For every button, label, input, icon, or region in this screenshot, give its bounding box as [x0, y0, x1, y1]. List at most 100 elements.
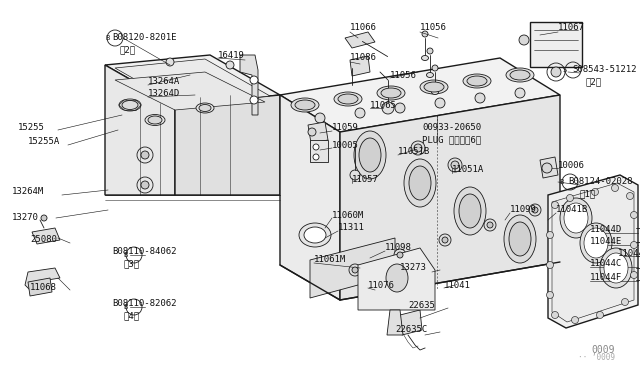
Text: （2）: （2） [585, 77, 601, 87]
Circle shape [627, 192, 634, 199]
Circle shape [308, 128, 316, 136]
Ellipse shape [359, 138, 381, 172]
Text: （3）: （3） [124, 260, 140, 269]
Circle shape [137, 147, 153, 163]
Text: 11060M: 11060M [332, 211, 364, 219]
Text: B08110-84062: B08110-84062 [112, 247, 177, 257]
Circle shape [630, 241, 637, 248]
Polygon shape [350, 56, 370, 76]
Circle shape [313, 154, 319, 160]
Ellipse shape [145, 115, 165, 125]
Circle shape [475, 93, 485, 103]
Polygon shape [552, 183, 634, 322]
Circle shape [141, 151, 149, 159]
Ellipse shape [299, 223, 331, 247]
Circle shape [532, 207, 538, 213]
Polygon shape [540, 157, 558, 178]
Polygon shape [358, 248, 435, 310]
Circle shape [137, 177, 153, 193]
Ellipse shape [604, 253, 628, 283]
Ellipse shape [432, 65, 438, 71]
Text: 13264D: 13264D [148, 90, 180, 99]
Polygon shape [175, 95, 280, 195]
Ellipse shape [295, 100, 315, 110]
Circle shape [551, 67, 561, 77]
Circle shape [547, 262, 554, 269]
Text: 25080: 25080 [30, 235, 57, 244]
Ellipse shape [459, 194, 481, 228]
Text: 11041: 11041 [444, 280, 471, 289]
Text: B: B [560, 179, 564, 185]
Text: 11061M: 11061M [314, 256, 346, 264]
Text: B: B [124, 304, 128, 310]
Circle shape [591, 189, 598, 196]
Ellipse shape [510, 70, 530, 80]
Text: （4）: （4） [124, 311, 140, 321]
Ellipse shape [422, 55, 429, 61]
Ellipse shape [304, 227, 326, 243]
Text: 13273: 13273 [400, 263, 427, 273]
Text: 15255A: 15255A [28, 138, 60, 147]
Circle shape [350, 170, 360, 180]
Circle shape [414, 144, 422, 152]
Polygon shape [105, 65, 175, 195]
Ellipse shape [291, 98, 319, 112]
Polygon shape [400, 310, 422, 335]
Text: 11044: 11044 [618, 248, 640, 257]
Circle shape [547, 231, 554, 238]
Ellipse shape [422, 31, 428, 37]
Text: S08543-51212: S08543-51212 [572, 65, 637, 74]
Circle shape [397, 252, 403, 258]
Polygon shape [308, 122, 328, 143]
Ellipse shape [338, 94, 358, 104]
Ellipse shape [504, 215, 536, 263]
Circle shape [394, 249, 406, 261]
Ellipse shape [148, 116, 162, 124]
Ellipse shape [584, 228, 608, 258]
Circle shape [349, 264, 361, 276]
Text: 11066: 11066 [350, 23, 377, 32]
Polygon shape [115, 72, 265, 110]
Circle shape [519, 35, 529, 45]
Text: 11098: 11098 [385, 244, 412, 253]
Circle shape [448, 158, 462, 172]
Text: B08124-02028: B08124-02028 [568, 177, 632, 186]
Circle shape [352, 267, 358, 273]
Circle shape [451, 161, 459, 169]
Ellipse shape [560, 198, 592, 238]
Text: 11068: 11068 [30, 283, 57, 292]
Ellipse shape [454, 187, 486, 235]
Ellipse shape [426, 73, 433, 77]
Circle shape [572, 317, 579, 324]
Text: 11056: 11056 [390, 71, 417, 80]
Circle shape [596, 311, 604, 318]
Ellipse shape [354, 131, 386, 179]
Ellipse shape [580, 223, 612, 263]
Circle shape [250, 76, 258, 84]
Text: 11057: 11057 [352, 176, 379, 185]
Text: 11067: 11067 [558, 23, 585, 32]
Ellipse shape [506, 68, 534, 82]
Ellipse shape [467, 76, 487, 86]
Ellipse shape [509, 222, 531, 256]
Circle shape [41, 215, 47, 221]
Text: 11065: 11065 [370, 100, 397, 109]
Text: 0009: 0009 [591, 345, 615, 355]
Text: 11099: 11099 [510, 205, 537, 215]
Text: 00933-20650: 00933-20650 [422, 124, 481, 132]
Circle shape [552, 202, 559, 208]
Text: 10006: 10006 [558, 160, 585, 170]
Text: 10005: 10005 [332, 141, 359, 150]
Text: （1）: （1） [580, 189, 596, 199]
Circle shape [515, 88, 525, 98]
Circle shape [547, 292, 554, 298]
Text: 15255: 15255 [18, 122, 45, 131]
Circle shape [630, 212, 637, 218]
Ellipse shape [409, 166, 431, 200]
Circle shape [395, 103, 405, 113]
Circle shape [442, 237, 448, 243]
Ellipse shape [199, 105, 211, 112]
Polygon shape [280, 58, 560, 132]
Text: S: S [563, 67, 567, 73]
Ellipse shape [119, 99, 141, 111]
